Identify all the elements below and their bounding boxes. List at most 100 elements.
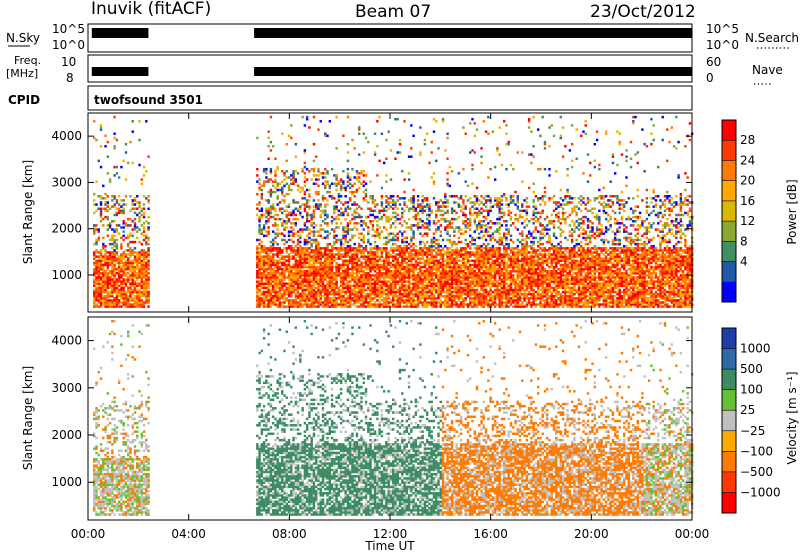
- heatmap-cell: [378, 267, 381, 271]
- heatmap-cell: [258, 224, 261, 227]
- heatmap-cell: [315, 190, 318, 194]
- heatmap-cell: [389, 226, 393, 229]
- heatmap-cell: [401, 286, 404, 290]
- heatmap-cell: [371, 299, 375, 302]
- heatmap-cell: [378, 263, 381, 267]
- heatmap-cell: [333, 284, 336, 288]
- heatmap-cell: [337, 290, 341, 294]
- heatmap-cell: [416, 297, 420, 300]
- heatmap-cell: [351, 228, 354, 231]
- heatmap-cell: [450, 305, 454, 308]
- heatmap-cell: [328, 242, 331, 246]
- heatmap-cell: [394, 253, 397, 256]
- heatmap-cell: [133, 305, 137, 308]
- heatmap-cell: [432, 219, 436, 223]
- heatmap-cell: [403, 261, 406, 265]
- heatmap-cell: [401, 276, 404, 279]
- heatmap-cell: [269, 192, 273, 196]
- heatmap-cell: [310, 215, 313, 219]
- heatmap-cell: [124, 236, 128, 240]
- heatmap-cell: [432, 261, 436, 265]
- heatmap-cell: [324, 222, 327, 225]
- heatmap-cell: [396, 213, 399, 217]
- heatmap-cell: [493, 247, 497, 250]
- heatmap-cell: [140, 263, 143, 267]
- heatmap-cell: [498, 126, 501, 129]
- heatmap-cell: [378, 234, 381, 238]
- heatmap-cell: [312, 276, 316, 279]
- heatmap-cell: [312, 255, 316, 258]
- heatmap-cell: [133, 290, 137, 294]
- heatmap-cell: [480, 155, 483, 158]
- heatmap-cell: [464, 274, 467, 277]
- heatmap-cell: [113, 249, 116, 252]
- heatmap-cell: [294, 288, 298, 292]
- heatmap-cell: [407, 282, 411, 285]
- heatmap-cell: [369, 280, 372, 283]
- heatmap-cell: [122, 199, 125, 202]
- heatmap-cell: [459, 297, 463, 300]
- heatmap-cell: [342, 290, 345, 294]
- heatmap-cell: [459, 205, 463, 208]
- heatmap-cell: [473, 278, 476, 281]
- heatmap-cell: [269, 178, 273, 181]
- heatmap-cell: [378, 232, 381, 235]
- heatmap-cell: [111, 251, 114, 254]
- heatmap-cell: [136, 265, 139, 269]
- heatmap-cell: [303, 242, 307, 246]
- heatmap-cell: [407, 272, 411, 275]
- heatmap-cell: [333, 274, 336, 277]
- heatmap-cell: [258, 228, 261, 231]
- heatmap-cell: [296, 249, 300, 252]
- heatmap-cell: [392, 297, 395, 300]
- heatmap-cell: [337, 286, 341, 290]
- heatmap-cell: [419, 272, 422, 275]
- heatmap-cell: [140, 253, 143, 256]
- heatmap-cell: [333, 255, 336, 258]
- heatmap-cell: [410, 288, 413, 292]
- heatmap-cell: [369, 282, 372, 285]
- heatmap-cell: [330, 292, 334, 296]
- heatmap-cell: [457, 288, 461, 292]
- heatmap-cell: [437, 265, 440, 269]
- heatmap-cell: [99, 209, 103, 213]
- heatmap-cell: [265, 199, 268, 202]
- heatmap-cell: [256, 286, 259, 290]
- heatmap-cell: [106, 155, 110, 158]
- heatmap-cell: [364, 259, 368, 263]
- heatmap-cell: [403, 219, 406, 223]
- heatmap-cell: [281, 274, 284, 277]
- heatmap-cell: [412, 303, 415, 306]
- heatmap-cell: [147, 261, 150, 265]
- heatmap-cell: [147, 280, 150, 283]
- heatmap-cell: [303, 149, 307, 152]
- heatmap-cell: [412, 265, 415, 269]
- heatmap-cell: [346, 261, 350, 265]
- heatmap-cell: [407, 290, 411, 294]
- heatmap-cell: [416, 199, 420, 202]
- heatmap-cell: [333, 205, 336, 208]
- heatmap-cell: [310, 280, 313, 283]
- heatmap-cell: [337, 226, 341, 229]
- heatmap-cell: [457, 263, 461, 267]
- heatmap-cell: [308, 280, 311, 283]
- heatmap-cell: [120, 305, 123, 308]
- heatmap-cell: [333, 303, 336, 306]
- heatmap-cell: [303, 207, 307, 210]
- heatmap-cell: [138, 259, 141, 263]
- heatmap-cell: [396, 263, 399, 267]
- heatmap-cell: [312, 297, 316, 300]
- heatmap-cell: [378, 301, 381, 304]
- heatmap-cell: [371, 228, 375, 231]
- heatmap-cell: [283, 299, 286, 302]
- heatmap-cell: [382, 297, 386, 300]
- heatmap-cell: [262, 184, 266, 188]
- heatmap-cell: [115, 267, 119, 271]
- heatmap-cell: [262, 263, 266, 267]
- heatmap-cell: [482, 230, 486, 233]
- heatmap-cell: [342, 305, 345, 308]
- heatmap-cell: [285, 305, 288, 308]
- heatmap-cell: [342, 186, 345, 190]
- heatmap-cell: [299, 276, 302, 279]
- heatmap-cell: [407, 305, 411, 308]
